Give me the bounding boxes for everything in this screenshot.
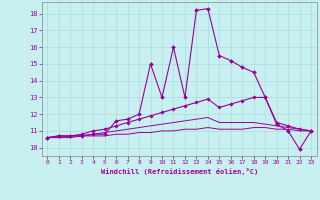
X-axis label: Windchill (Refroidissement éolien,°C): Windchill (Refroidissement éolien,°C) xyxy=(100,168,258,175)
